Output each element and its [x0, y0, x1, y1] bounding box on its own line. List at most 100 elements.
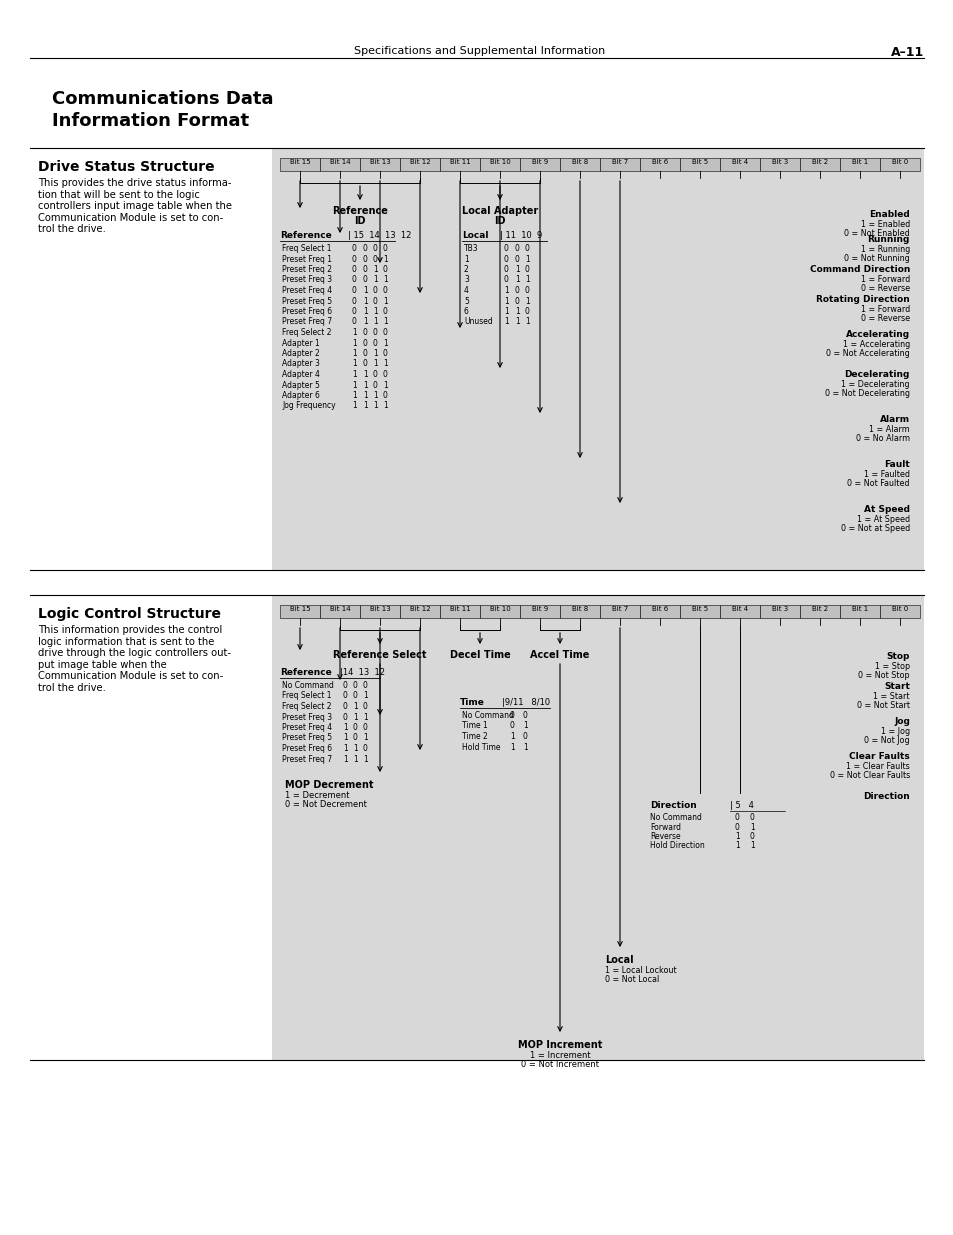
Text: 1: 1: [515, 308, 519, 316]
Text: 1: 1: [510, 732, 515, 741]
Text: 1: 1: [382, 359, 387, 368]
Text: 0: 0: [353, 722, 357, 732]
Text: 1: 1: [352, 380, 356, 389]
Bar: [840, 605, 879, 618]
Text: 1: 1: [503, 296, 508, 305]
Text: 0: 0: [524, 287, 529, 295]
Text: 1: 1: [503, 308, 508, 316]
Text: Bit 11: Bit 11: [449, 159, 470, 165]
Text: Clear Faults: Clear Faults: [848, 752, 909, 761]
Bar: [559, 158, 599, 170]
Text: Command Direction: Command Direction: [809, 266, 909, 274]
Text: 0 = Not Accelerating: 0 = Not Accelerating: [825, 350, 909, 358]
Text: Preset Freq 5: Preset Freq 5: [282, 296, 332, 305]
Text: Preset Freq 7: Preset Freq 7: [282, 317, 332, 326]
Text: Direction: Direction: [862, 792, 909, 802]
Text: Bit 5: Bit 5: [691, 159, 707, 165]
Text: 1: 1: [522, 742, 527, 752]
Text: 0: 0: [353, 680, 357, 690]
Text: Bit 3: Bit 3: [771, 159, 787, 165]
Text: Reference Select: Reference Select: [333, 650, 426, 659]
Text: 0: 0: [343, 701, 348, 711]
Text: 0: 0: [363, 266, 368, 274]
Text: | 11  10  9: | 11 10 9: [499, 231, 541, 240]
Text: Freq Select 2: Freq Select 2: [282, 701, 331, 711]
Text: 1: 1: [734, 832, 739, 841]
Text: 1: 1: [363, 692, 367, 700]
Text: 0: 0: [515, 287, 519, 295]
Text: 0: 0: [382, 370, 388, 379]
Text: Adapter 3: Adapter 3: [282, 359, 319, 368]
Bar: [519, 605, 559, 618]
Text: 0: 0: [363, 701, 368, 711]
Text: 6: 6: [463, 308, 468, 316]
Text: 1: 1: [373, 401, 377, 410]
Text: Direction: Direction: [649, 802, 696, 810]
Text: 1: 1: [363, 401, 367, 410]
Bar: [280, 158, 319, 170]
Text: Jog Frequency: Jog Frequency: [282, 401, 335, 410]
Text: Bit 13: Bit 13: [369, 159, 390, 165]
Text: No Command: No Command: [461, 711, 514, 720]
Text: Bit 13: Bit 13: [369, 606, 390, 613]
Text: 0: 0: [363, 329, 368, 337]
Text: Bit 0: Bit 0: [891, 159, 907, 165]
Text: 0: 0: [363, 680, 368, 690]
Text: 1: 1: [343, 743, 348, 753]
Text: Decel Time: Decel Time: [449, 650, 510, 659]
Text: 0: 0: [382, 391, 388, 400]
Text: Bit 8: Bit 8: [571, 159, 587, 165]
Text: Reverse: Reverse: [649, 832, 679, 841]
Bar: [439, 158, 479, 170]
Text: 0 = Not at Speed: 0 = Not at Speed: [840, 524, 909, 534]
Text: 1: 1: [352, 359, 356, 368]
Bar: [359, 605, 399, 618]
Text: |14  13  12: |14 13 12: [339, 668, 385, 677]
Text: 1 = Jog: 1 = Jog: [880, 727, 909, 736]
Text: 0: 0: [515, 245, 519, 253]
Text: Freq Select 1: Freq Select 1: [282, 692, 331, 700]
Text: 0: 0: [343, 680, 348, 690]
Bar: [679, 158, 720, 170]
Text: Bit 3: Bit 3: [771, 606, 787, 613]
Text: Adapter 4: Adapter 4: [282, 370, 319, 379]
Text: 0: 0: [363, 350, 368, 358]
Bar: [760, 158, 800, 170]
Text: Running: Running: [866, 235, 909, 245]
Text: Bit 2: Bit 2: [811, 606, 827, 613]
Bar: [879, 605, 919, 618]
Text: 0: 0: [373, 370, 377, 379]
Text: 0 = Not Start: 0 = Not Start: [856, 701, 909, 710]
Text: Bit 8: Bit 8: [571, 606, 587, 613]
Text: MOP Decrement: MOP Decrement: [285, 781, 374, 790]
Text: Bit 0: Bit 0: [891, 606, 907, 613]
Text: 1: 1: [382, 380, 387, 389]
Text: 0 = Not Increment: 0 = Not Increment: [520, 1060, 598, 1070]
Text: 1: 1: [352, 338, 356, 347]
Text: 1: 1: [510, 742, 515, 752]
Text: 1: 1: [734, 841, 739, 851]
Text: 0: 0: [382, 329, 388, 337]
Text: Bit 7: Bit 7: [611, 159, 627, 165]
Text: 1: 1: [352, 329, 356, 337]
Text: 0: 0: [522, 711, 527, 720]
Text: 1: 1: [353, 713, 357, 721]
Bar: [760, 605, 800, 618]
Text: 0: 0: [373, 245, 377, 253]
Text: Preset Freq 4: Preset Freq 4: [282, 287, 332, 295]
Text: 1: 1: [352, 391, 356, 400]
Text: 0: 0: [524, 245, 529, 253]
Text: 1: 1: [363, 296, 367, 305]
Text: Reference: Reference: [332, 206, 388, 216]
Text: 1 = Increment: 1 = Increment: [529, 1051, 590, 1060]
Text: Bit 4: Bit 4: [731, 606, 747, 613]
Text: Preset Freq 6: Preset Freq 6: [282, 743, 332, 753]
Text: 1: 1: [363, 755, 367, 763]
Text: A–11: A–11: [890, 46, 923, 59]
Text: Local Adapter: Local Adapter: [461, 206, 537, 216]
Text: Bit 5: Bit 5: [691, 606, 707, 613]
Text: 1: 1: [749, 823, 754, 831]
Bar: [399, 158, 439, 170]
Text: 0: 0: [363, 254, 368, 263]
Text: Local: Local: [461, 231, 488, 240]
